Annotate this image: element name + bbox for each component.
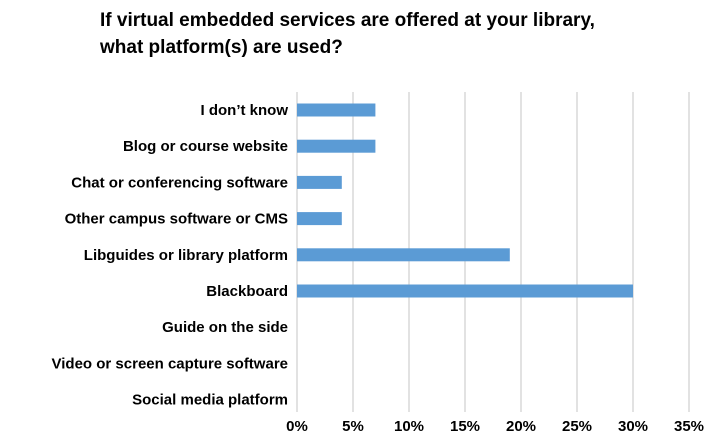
gridlines xyxy=(296,92,690,412)
chart-title-line-2: what platform(s) are used? xyxy=(100,37,343,58)
bars xyxy=(297,103,633,298)
x-tick-label: 35% xyxy=(674,418,704,434)
bar xyxy=(297,139,376,153)
category-label: Video or screen capture software xyxy=(52,355,288,372)
x-tick-label: 5% xyxy=(342,418,364,434)
bar xyxy=(297,103,376,117)
category-label: Blog or course website xyxy=(123,138,288,155)
bar xyxy=(297,212,342,226)
x-tick-label: 20% xyxy=(506,418,536,434)
x-tick-label: 15% xyxy=(450,418,480,434)
x-tick-label: 0% xyxy=(286,418,308,434)
category-label: Other campus software or CMS xyxy=(65,211,288,228)
category-label: Chat or conferencing software xyxy=(71,174,288,191)
category-labels: I don’t know Blog or course website Chat o… xyxy=(52,102,289,409)
chart-title-line-1: If virtual embedded services are offered… xyxy=(100,10,595,31)
category-label: Social media platform xyxy=(132,392,288,409)
category-label: Blackboard xyxy=(206,283,288,300)
category-label: I don’t know xyxy=(201,102,289,119)
bar xyxy=(297,284,633,298)
chart-title: If virtual embedded services are offered… xyxy=(100,7,700,61)
x-axis-tick-labels: 0% 5% 10% 15% 20% 25% 30% 35% xyxy=(286,418,704,434)
x-tick-label: 30% xyxy=(618,418,648,434)
x-tick-label: 25% xyxy=(562,418,592,434)
category-label: Guide on the side xyxy=(162,319,288,336)
bar xyxy=(297,248,510,262)
x-tick-label: 10% xyxy=(394,418,424,434)
bar xyxy=(297,175,342,189)
category-label: Libguides or library platform xyxy=(84,247,288,264)
